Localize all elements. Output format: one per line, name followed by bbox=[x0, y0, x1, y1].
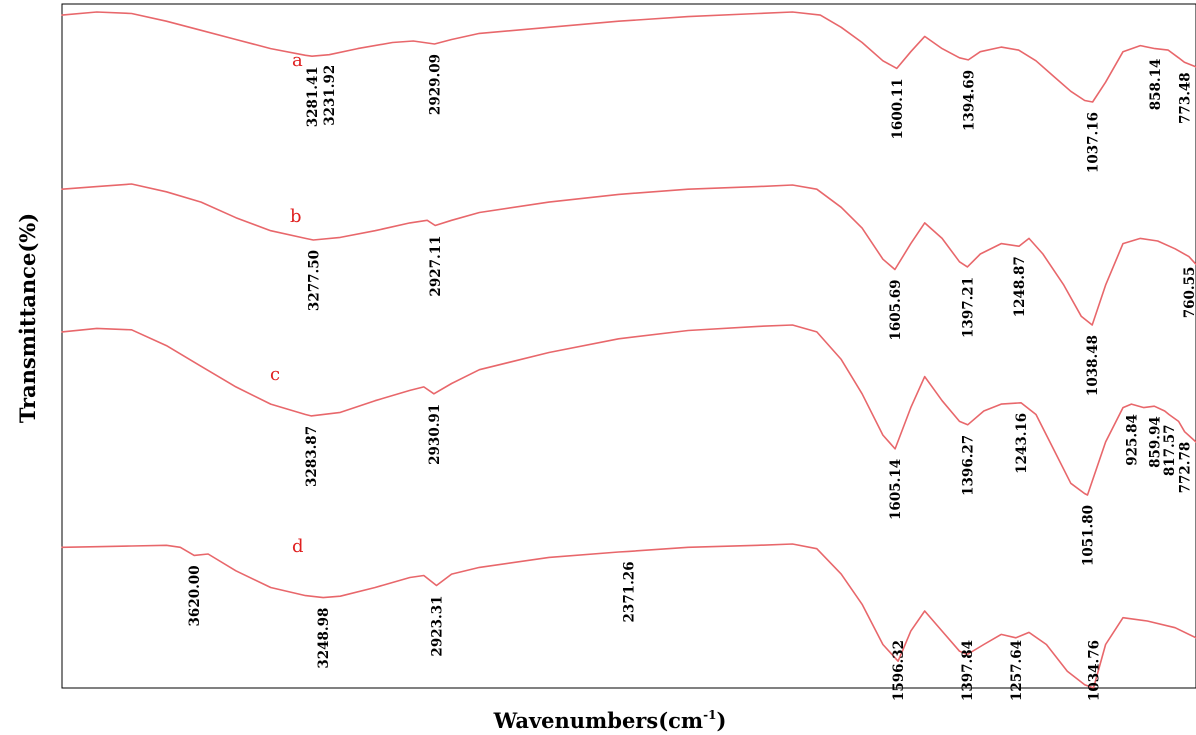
plot-area-frame bbox=[61, 3, 1196, 689]
spectrum-line-c bbox=[61, 324, 1196, 496]
peak-label-d-1: 3248.98 bbox=[316, 608, 332, 669]
peak-label-c-3: 1396.27 bbox=[961, 435, 977, 496]
peak-label-c-0: 3283.87 bbox=[304, 426, 320, 487]
peak-label-b-5: 1038.48 bbox=[1085, 335, 1101, 396]
peak-label-c-8: 817.57 bbox=[1162, 425, 1178, 477]
peak-label-c-5: 1051.80 bbox=[1081, 505, 1097, 566]
peak-label-b-3: 1397.21 bbox=[960, 277, 976, 338]
peak-label-b-0: 3277.50 bbox=[306, 250, 322, 311]
peak-label-c-6: 925.84 bbox=[1124, 414, 1140, 466]
peak-label-d-4: 1596.32 bbox=[891, 640, 907, 701]
x-axis-title: Wavenumbers(cm-1) bbox=[493, 708, 727, 733]
series-label-d: d bbox=[292, 536, 304, 557]
peak-label-a-0: 3281.41 bbox=[305, 66, 321, 127]
peak-label-c-4: 1243.16 bbox=[1014, 413, 1030, 474]
peak-label-a-3: 1600.11 bbox=[890, 78, 906, 139]
peak-label-b-1: 2927.11 bbox=[428, 236, 444, 297]
peak-label-a-4: 1394.69 bbox=[961, 70, 977, 131]
peak-label-b-2: 1605.69 bbox=[888, 280, 904, 341]
spectrum-line-b bbox=[61, 183, 1196, 326]
peak-label-d-2: 2923.31 bbox=[430, 596, 446, 657]
peak-label-c-2: 1605.14 bbox=[888, 459, 904, 520]
peak-label-a-2: 2929.09 bbox=[428, 54, 444, 115]
peak-label-a-5: 1037.16 bbox=[1086, 112, 1102, 173]
x-axis-title-superscript: -1 bbox=[703, 708, 716, 722]
peak-label-b-4: 1248.87 bbox=[1012, 256, 1028, 317]
series-label-b: b bbox=[290, 206, 302, 227]
peak-label-a-6: 858.14 bbox=[1148, 59, 1164, 111]
peak-label-d-6: 1257.64 bbox=[1009, 640, 1025, 701]
peak-label-a-1: 3231.92 bbox=[322, 65, 338, 126]
series-label-a: a bbox=[292, 50, 303, 71]
peak-label-c-7: 859.94 bbox=[1147, 416, 1163, 468]
peak-label-c-1: 2930.91 bbox=[427, 404, 443, 465]
peak-label-d-5: 1397.84 bbox=[960, 640, 976, 701]
y-axis-title: Transmittance(%) bbox=[15, 213, 40, 423]
peak-label-d-7: 1034.76 bbox=[1087, 640, 1103, 701]
x-axis-title-end: ) bbox=[716, 708, 726, 733]
peak-label-c-9: 772.78 bbox=[1178, 442, 1194, 494]
spectrum-line-d bbox=[61, 543, 1196, 689]
x-axis-title-main: Wavenumbers(cm bbox=[493, 708, 704, 733]
spectrum-line-a bbox=[61, 11, 1196, 103]
series-label-c: c bbox=[270, 364, 280, 385]
peak-label-d-0: 3620.00 bbox=[187, 565, 203, 626]
peak-label-b-6: 760.55 bbox=[1182, 267, 1196, 319]
spectra-layer bbox=[61, 11, 1196, 689]
peak-label-a-7: 773.48 bbox=[1177, 72, 1193, 124]
peak-label-d-3: 2371.26 bbox=[622, 561, 638, 622]
